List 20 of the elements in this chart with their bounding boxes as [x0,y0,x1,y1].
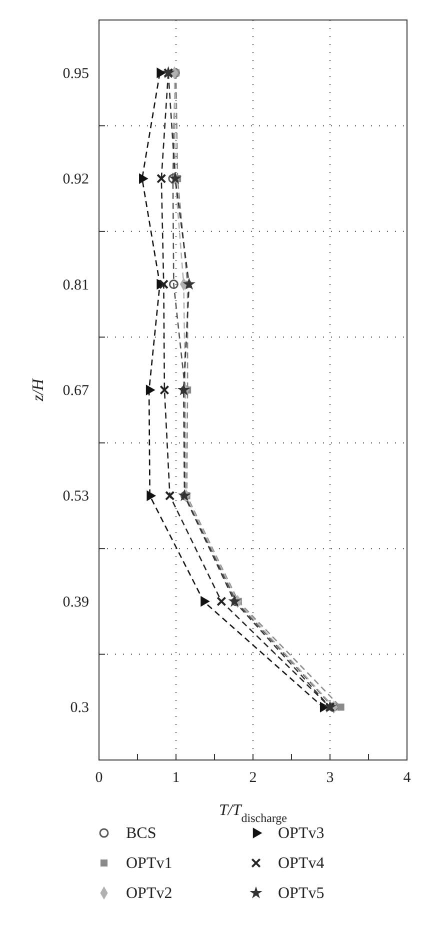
legend-label: OPTv1 [126,855,172,872]
y-tick-label: 0.39 [62,594,89,610]
y-axis-title: z/H [30,377,47,402]
y-tick-label: 0.53 [62,488,89,505]
legend-label: OPTv3 [278,825,324,842]
legend-label: OPTv4 [278,855,324,872]
y-tick-label: 0.3 [70,700,89,716]
y-tick-label: 0.95 [62,66,89,82]
y-tick-label: 0.81 [62,277,89,294]
legend-label: OPTv2 [126,885,172,902]
legend-label: OPTv5 [278,885,324,902]
y-tick-label: 0.92 [62,172,89,188]
x-tick-label: 2 [249,770,257,786]
legend-label: BCS [126,825,156,842]
x-tick-label: 3 [326,770,334,786]
y-tick-label: 0.67 [62,383,90,399]
x-tick-label: 4 [403,770,412,786]
x-tick-label: 1 [172,770,180,786]
x-axis-title: T/T$_{discharge}$ [218,802,288,825]
x-tick-label: 0 [95,770,103,786]
